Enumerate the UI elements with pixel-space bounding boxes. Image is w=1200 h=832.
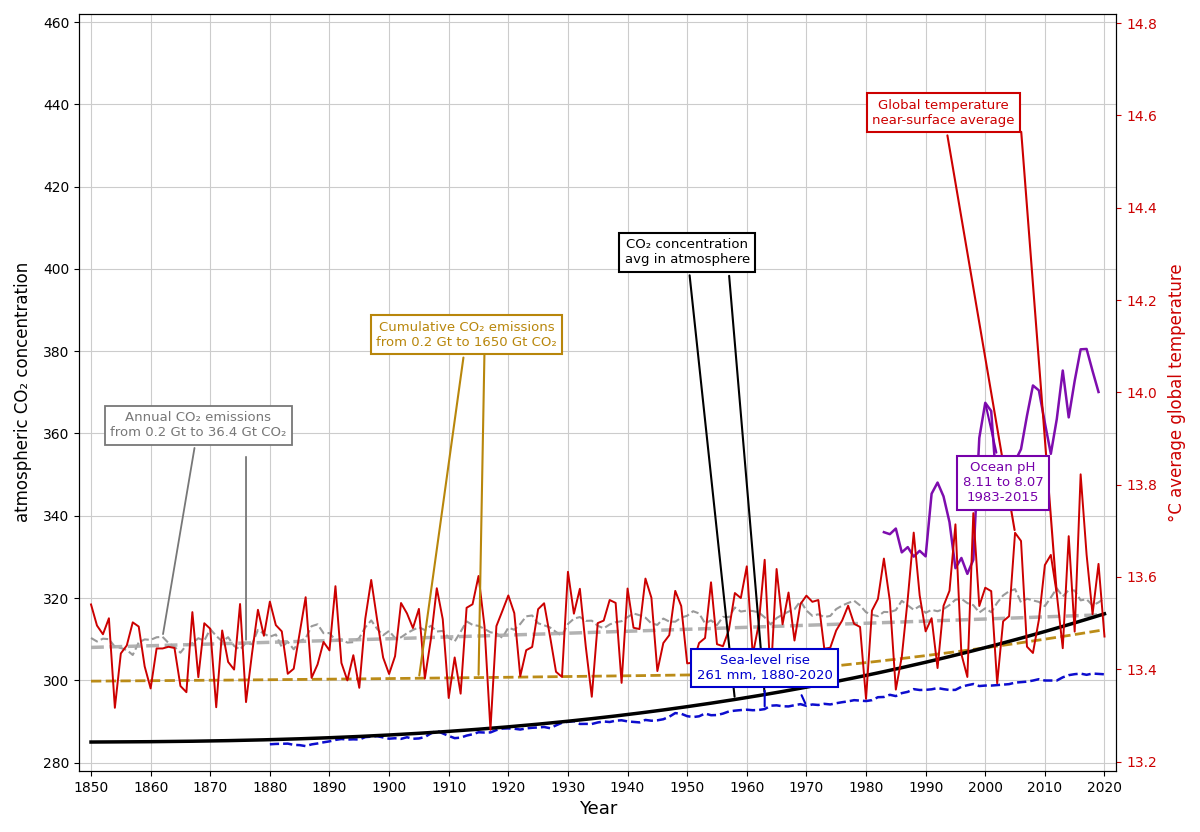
Y-axis label: atmospheric CO₂ concentration: atmospheric CO₂ concentration (14, 262, 32, 522)
Text: Sea-level rise
261 mm, 1880-2020: Sea-level rise 261 mm, 1880-2020 (697, 654, 833, 706)
Y-axis label: °C average global temperature: °C average global temperature (1168, 263, 1186, 522)
X-axis label: Year: Year (578, 800, 617, 818)
Text: Ocean pH
8.11 to 8.07
1983-2015: Ocean pH 8.11 to 8.07 1983-2015 (962, 405, 1044, 504)
Text: Annual CO₂ emissions
from 0.2 Gt to 36.4 Gt CO₂: Annual CO₂ emissions from 0.2 Gt to 36.4… (110, 411, 287, 634)
Text: CO₂ concentration
avg in atmosphere: CO₂ concentration avg in atmosphere (624, 239, 750, 696)
Text: Cumulative CO₂ emissions
from 0.2 Gt to 1650 Gt CO₂: Cumulative CO₂ emissions from 0.2 Gt to … (377, 321, 557, 676)
Text: Global temperature
near-surface average: Global temperature near-surface average (872, 99, 1015, 530)
